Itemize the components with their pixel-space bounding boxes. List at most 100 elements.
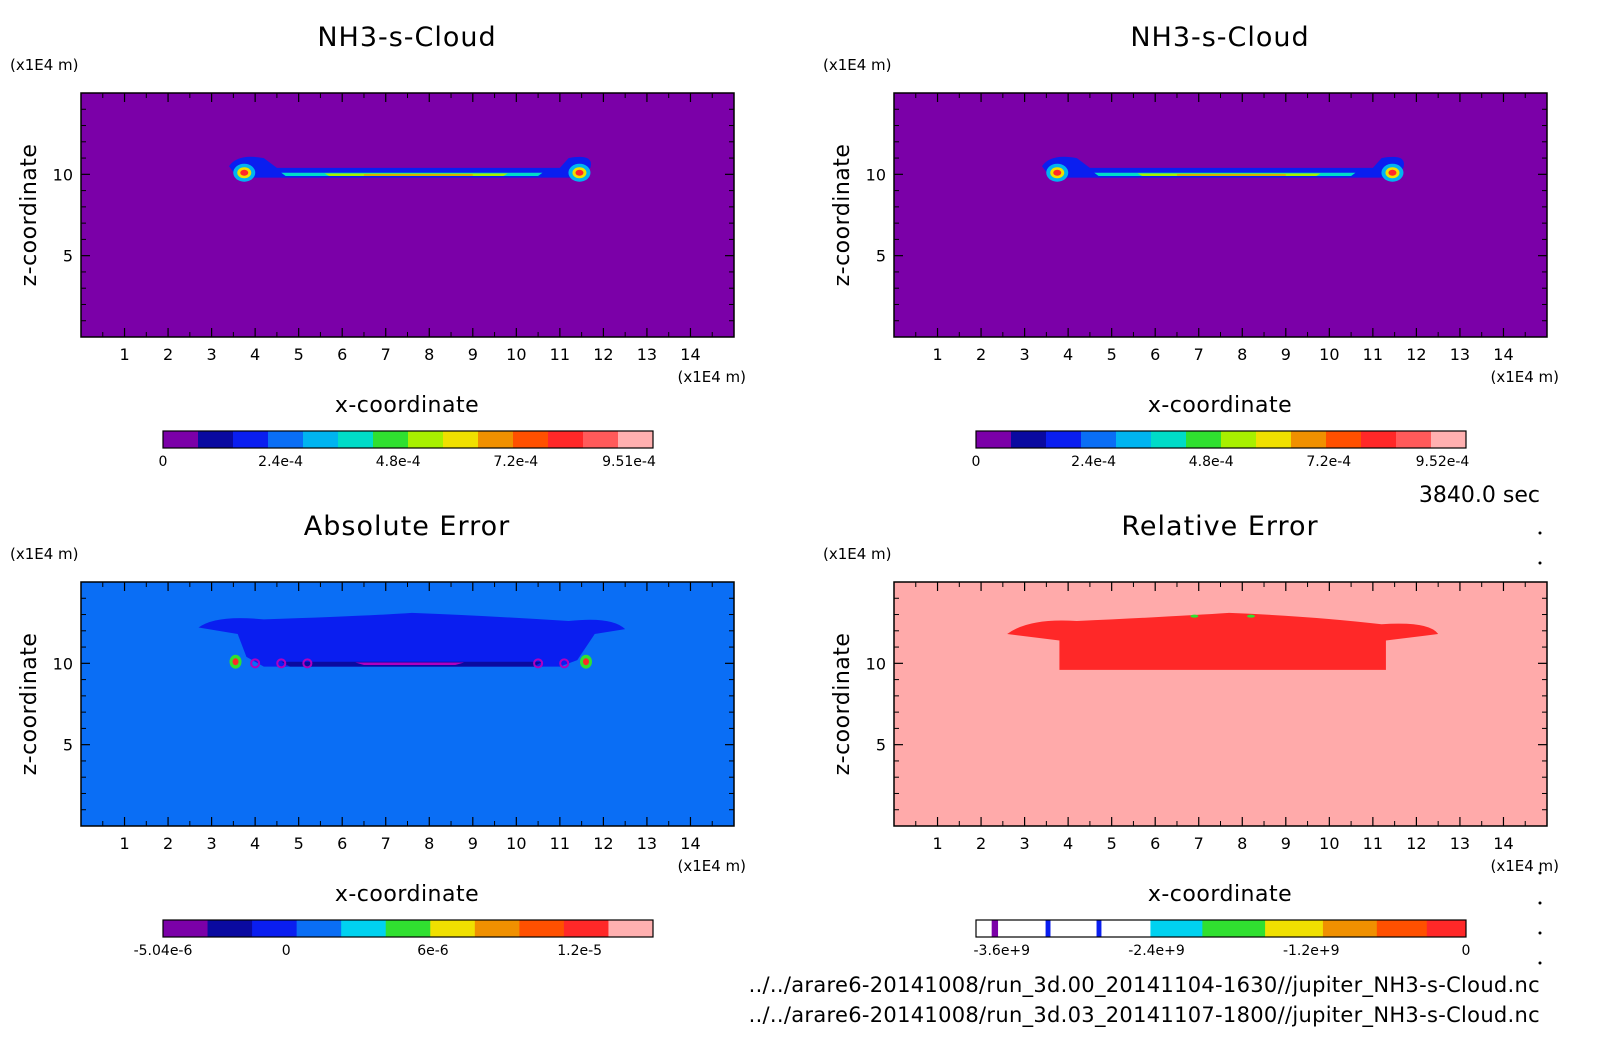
chart-panel-1: NH3-s-Cloud(x1E4 m)(x1E4 m)1 2 3 4 5 6 7 8 9 10 11… [10, 22, 746, 470]
x-tick-label: 12 [593, 345, 613, 364]
colorbar-swatch [1361, 431, 1397, 448]
colorbar-tick-label: 0 [972, 454, 981, 470]
x-tick-label: 10 [506, 834, 526, 853]
y-tick-label: 10 [866, 165, 886, 184]
x-tick-label: 9 [1281, 834, 1291, 853]
colorbar-swatch [618, 431, 654, 448]
chart-panel-4: Relative Error(x1E4 m)(x1E4 m)1 2 3 4 5 6 7 8 9 1… [823, 511, 1559, 959]
colorbar-swatch [1291, 431, 1327, 448]
x-axis-label: x-coordinate [1148, 882, 1292, 907]
x-axis-label: x-coordinate [335, 393, 479, 418]
cloud-band-max [363, 174, 473, 176]
x-tick-label: 8 [1237, 834, 1247, 853]
x-tick-label: 7 [381, 834, 391, 853]
colorbar-swatch [1150, 920, 1203, 937]
x-tick-label: 11 [1363, 345, 1383, 364]
x-tick-label: 4 [1063, 345, 1073, 364]
colorbar-tick-label: -2.4e+9 [1128, 943, 1185, 959]
x-tick-label: 13 [637, 345, 657, 364]
colorbar-swatch [519, 920, 565, 937]
panel-title: NH3-s-Cloud [1130, 22, 1309, 53]
colorbar-swatch [976, 920, 993, 937]
colorbar-swatch [1045, 920, 1051, 937]
colorbar-swatch [1396, 431, 1432, 448]
cloud-band-outer [229, 156, 591, 178]
x-tick-label: 1 [119, 834, 129, 853]
colorbar-frame [162, 919, 654, 938]
field-background [81, 93, 734, 337]
y-unit-label: (x1E4 m) [823, 56, 892, 74]
colorbar-frame [975, 430, 1467, 449]
colorbar-tick-label: 4.8e-4 [376, 454, 421, 470]
x-tick-label: 14 [1493, 834, 1513, 853]
colorbar-swatch [163, 920, 209, 937]
abs-error-ring-3 [302, 658, 313, 669]
colorbar-swatch [548, 431, 584, 448]
panel-title: NH3-s-Cloud [317, 22, 496, 53]
colorbar-swatch [478, 431, 514, 448]
cloud-band-max [1176, 174, 1286, 176]
abs-error-ring-5 [559, 658, 570, 669]
x-tick-label: 12 [1406, 834, 1426, 853]
x-tick-label: 5 [294, 834, 304, 853]
x-tick-label: 14 [1493, 345, 1513, 364]
rel-error-spot-1 [1190, 614, 1199, 618]
colorbar-tick-label: 0 [159, 454, 168, 470]
x-tick-label: 4 [250, 345, 260, 364]
colorbar-tick-label: 7.2e-4 [493, 454, 538, 470]
colorbar-swatch [583, 431, 619, 448]
y-tick-label: 5 [63, 247, 73, 266]
colorbar-swatch [1050, 920, 1098, 937]
y-unit-label: (x1E4 m) [823, 545, 892, 563]
colorbar-tick-label: -5.04e-6 [134, 943, 193, 959]
x-tick-label: 14 [680, 345, 700, 364]
x-tick-label: 6 [337, 345, 347, 364]
abs-error-ring-1 [250, 658, 261, 669]
colorbar-swatch [408, 431, 444, 448]
colorbar-tick-label: 9.52e-4 [1416, 454, 1470, 470]
colorbar-tick-label: 1.2e-5 [557, 943, 602, 959]
x-tick-label: 2 [976, 834, 986, 853]
colorbar-swatch [252, 920, 298, 937]
cloud-cell-peak-1 [240, 169, 249, 176]
colorbar-swatch [474, 920, 520, 937]
x-unit-label: (x1E4 m) [677, 857, 746, 875]
chart-panel-2: NH3-s-Cloud(x1E4 m)(x1E4 m)1 2 3 4 5 6 7 8 9 10 11… [823, 22, 1559, 470]
cloud-cell-peak-2 [575, 169, 584, 176]
x-tick-label: 1 [119, 345, 129, 364]
y-axis-label: z-coordinate [17, 144, 42, 287]
colorbar-swatch [1046, 431, 1082, 448]
colorbar: 0 2.4e-4 4.8e-4 7.2e-4 9.52e-4 [972, 430, 1470, 470]
colorbar-tick-label: 9.51e-4 [602, 454, 656, 470]
chart-panel-3: Absolute Error(x1E4 m)(x1E4 m)1 2 3 4 5 6 7 8 9 1… [10, 511, 746, 959]
colorbar-swatch [513, 431, 549, 448]
x-tick-label: 2 [163, 345, 173, 364]
x-tick-label: 4 [1063, 834, 1073, 853]
x-tick-label: 10 [1319, 834, 1339, 853]
x-unit-label: (x1E4 m) [677, 368, 746, 386]
panel-title: Relative Error [1121, 511, 1318, 542]
x-tick-label: 3 [207, 834, 217, 853]
colorbar-tick-label: 4.8e-4 [1189, 454, 1234, 470]
y-tick-label: 5 [63, 736, 73, 755]
y-axis-label: z-coordinate [830, 633, 855, 776]
colorbar-swatch [207, 920, 253, 937]
x-tick-label: 11 [1363, 834, 1383, 853]
colorbar-frame [975, 919, 1467, 938]
colorbar-swatch [976, 431, 1012, 448]
x-tick-label: 6 [337, 834, 347, 853]
colorbar-tick-label: 0 [282, 943, 291, 959]
right-margin-dots [1538, 531, 1542, 965]
colorbar-swatch [1431, 431, 1467, 448]
rel-error-region [1007, 612, 1439, 670]
abs-error-peak-core-2 [582, 658, 589, 666]
x-tick-label: 5 [294, 345, 304, 364]
colorbar-swatch [430, 920, 476, 937]
x-tick-label: 7 [1194, 834, 1204, 853]
x-tick-label: 6 [1150, 834, 1160, 853]
field-background [894, 93, 1547, 337]
time-label: 3840.0 sec [1419, 483, 1540, 508]
colorbar-swatch [1186, 431, 1222, 448]
x-tick-label: 3 [207, 345, 217, 364]
